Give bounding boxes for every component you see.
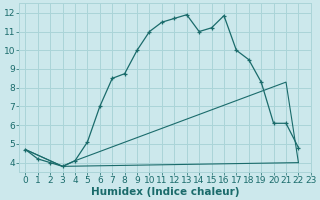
X-axis label: Humidex (Indice chaleur): Humidex (Indice chaleur) (91, 187, 239, 197)
